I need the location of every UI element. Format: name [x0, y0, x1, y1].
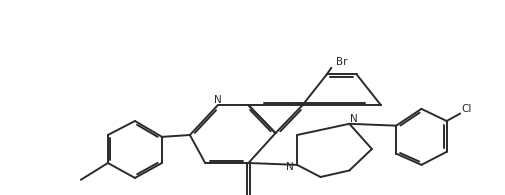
Text: Cl: Cl [461, 104, 472, 114]
Text: N: N [286, 162, 294, 172]
Text: Br: Br [336, 57, 348, 67]
Text: N: N [214, 96, 222, 105]
Text: N: N [350, 114, 358, 124]
